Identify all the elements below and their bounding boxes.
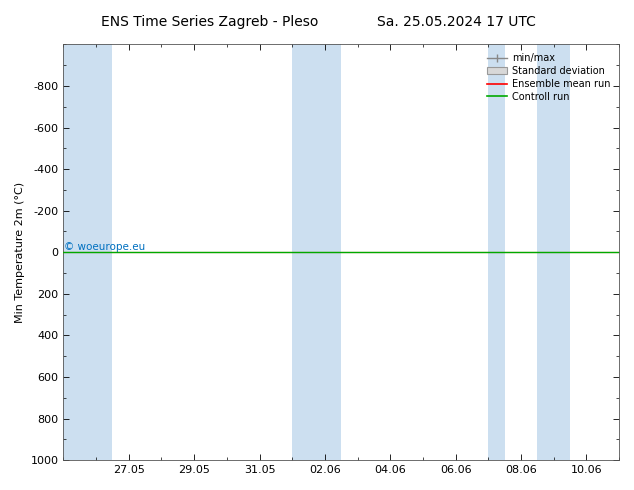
Bar xyxy=(80,45,112,460)
Bar xyxy=(309,45,341,460)
Y-axis label: Min Temperature 2m (°C): Min Temperature 2m (°C) xyxy=(15,182,25,323)
Bar xyxy=(488,45,505,460)
Text: Sa. 25.05.2024 17 UTC: Sa. 25.05.2024 17 UTC xyxy=(377,15,536,29)
Bar xyxy=(63,45,80,460)
Bar xyxy=(292,45,309,460)
Text: ENS Time Series Zagreb - Pleso: ENS Time Series Zagreb - Pleso xyxy=(101,15,318,29)
Text: © woeurope.eu: © woeurope.eu xyxy=(64,242,145,252)
Legend: min/max, Standard deviation, Ensemble mean run, Controll run: min/max, Standard deviation, Ensemble me… xyxy=(484,49,614,106)
Bar xyxy=(537,45,570,460)
